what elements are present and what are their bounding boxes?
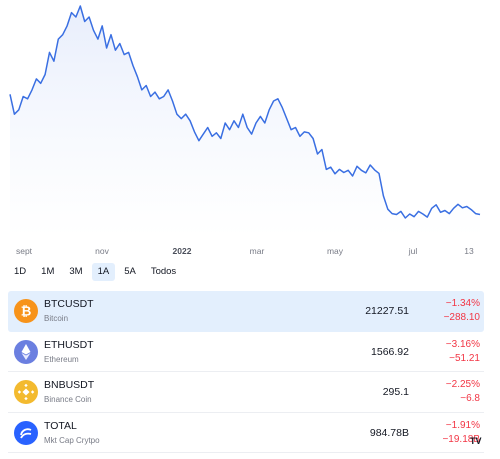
- range-button-3m[interactable]: 3M: [69, 266, 83, 277]
- x-tick-label: 13: [464, 246, 474, 256]
- price-chart[interactable]: sept nov 2022 mar may jul 13: [0, 0, 500, 262]
- x-tick-label: mar: [249, 246, 265, 256]
- range-selector: 1D 1M 3M 1A 5A Todos: [8, 263, 182, 283]
- change-percent: −2.25%: [445, 379, 480, 390]
- last-price: 21227.51: [365, 305, 409, 317]
- change-value: −19.18B: [442, 433, 480, 445]
- last-price: 984.78B: [369, 426, 409, 439]
- symbol-list: ₿ BTCUSDT Bitcoin 21227.51 −1.34% −288.1…: [8, 291, 484, 453]
- change-value: −288.10: [443, 312, 480, 323]
- range-button-1d[interactable]: 1D: [14, 266, 27, 277]
- x-tick-label: 2022: [172, 246, 192, 256]
- symbol-row-ethusdt[interactable]: ETHUSDT Ethereum 1566.92 −3.16% −51.21: [8, 332, 484, 372]
- symbol-ticker: BTCUSDT: [44, 298, 94, 310]
- binance-icon: [14, 380, 38, 404]
- symbol-row-btcusdt[interactable]: ₿ BTCUSDT Bitcoin 21227.51 −1.34% −288.1…: [8, 291, 484, 332]
- svg-text:₿: ₿: [21, 305, 32, 320]
- symbol-row-bnbusdt[interactable]: BNBUSDT Binance Coin 295.1 −2.25% −6.8: [8, 372, 484, 413]
- range-button-1a[interactable]: 1A: [91, 263, 116, 281]
- range-button-all[interactable]: Todos: [150, 266, 177, 277]
- symbol-row-total[interactable]: TOTAL Mkt Cap Crytpo 984.78B −1.91% −19.…: [8, 413, 484, 453]
- total-market-icon: [14, 420, 38, 445]
- symbol-description: Ethereum: [44, 354, 79, 364]
- x-tick-label: sept: [15, 246, 33, 256]
- change-percent: −1.34%: [445, 298, 480, 309]
- x-tick-label: may: [326, 246, 344, 256]
- price-line: [9, 5, 481, 219]
- x-tick-label: jul: [408, 246, 418, 256]
- symbol-description: Mkt Cap Crytpo: [44, 435, 100, 445]
- symbol-ticker: ETHUSDT: [44, 338, 94, 351]
- tradingview-logo[interactable]: TV: [470, 436, 482, 446]
- range-button-1m[interactable]: 1M: [41, 266, 55, 277]
- last-price: 1566.92: [371, 345, 409, 358]
- change-percent: −1.91%: [445, 419, 480, 431]
- change-value: −51.21: [449, 352, 480, 364]
- range-button-5a[interactable]: 5A: [124, 266, 136, 277]
- bitcoin-icon: ₿: [14, 299, 38, 323]
- x-tick-label: nov: [95, 246, 109, 256]
- symbol-description: Bitcoin: [44, 314, 69, 323]
- symbol-ticker: TOTAL: [44, 419, 77, 432]
- last-price: 295.1: [382, 386, 409, 398]
- change-percent: −3.16%: [445, 338, 480, 350]
- symbol-description: Binance Coin: [44, 395, 92, 404]
- change-value: −6.8: [460, 393, 480, 404]
- symbol-ticker: BNBUSDT: [44, 379, 95, 391]
- ethereum-icon: [14, 339, 38, 364]
- price-chart-svg: [9, 5, 481, 238]
